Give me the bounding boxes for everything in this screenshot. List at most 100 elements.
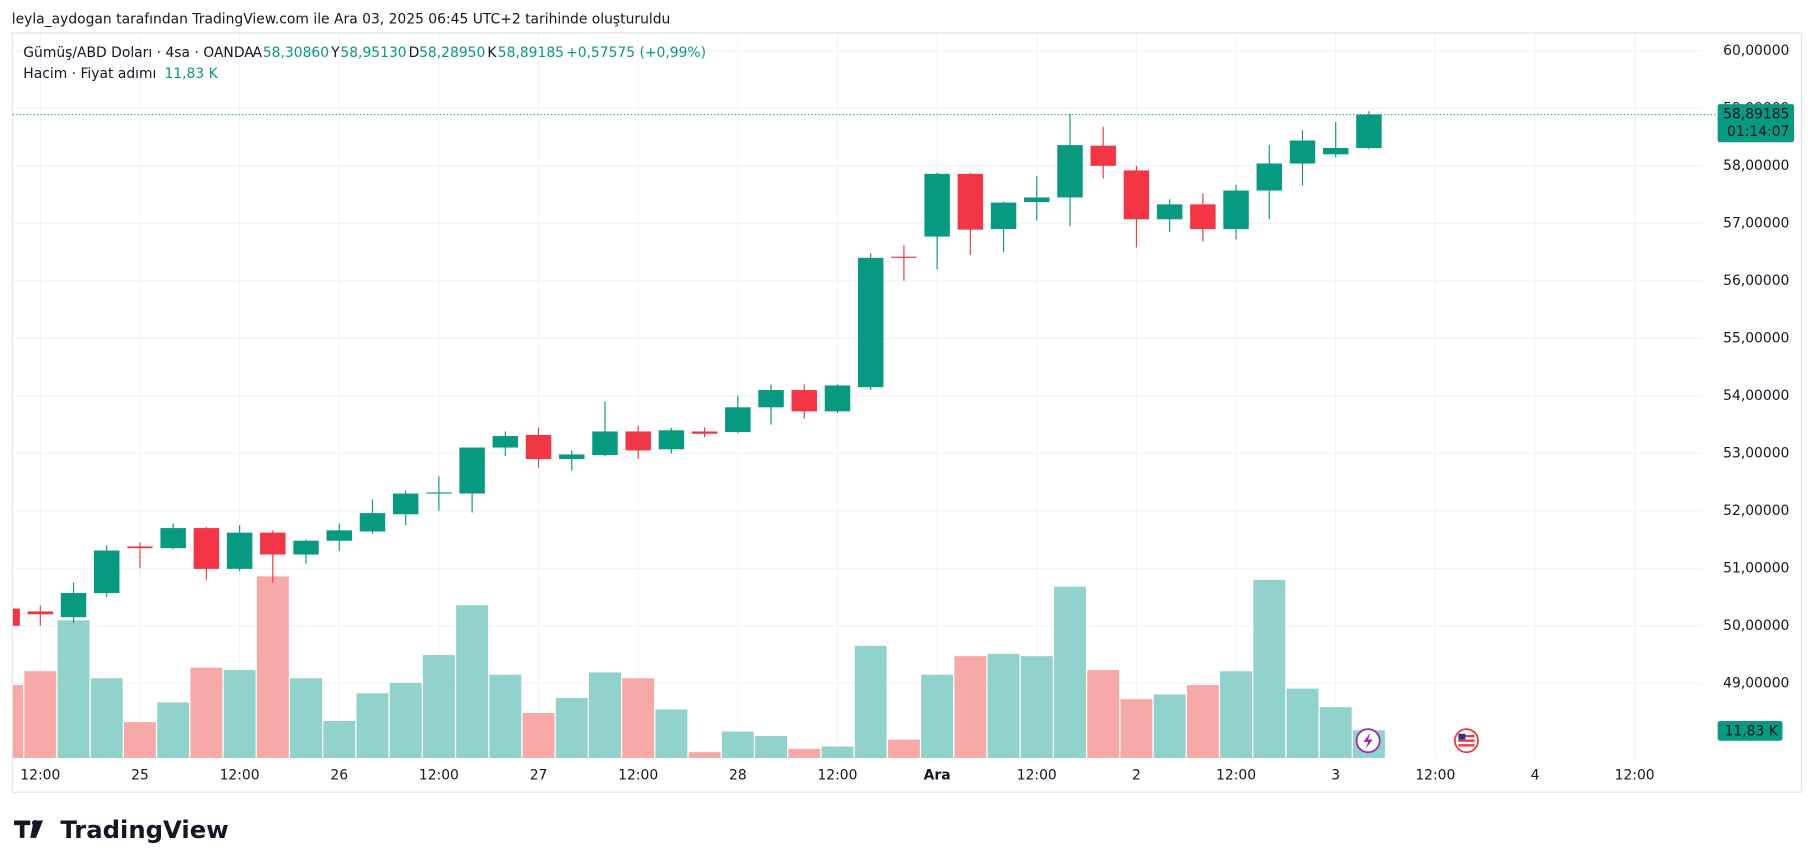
logo-mark: [14, 820, 43, 838]
candle-body: [1190, 204, 1216, 230]
countdown: 01:14:07: [1727, 124, 1789, 140]
volume-bar: [555, 697, 588, 759]
candle-body: [426, 492, 452, 494]
x-tick-label: 12:00: [817, 767, 857, 783]
x-tick-label: 12:00: [20, 767, 60, 783]
candle-body: [1024, 197, 1050, 203]
x-tick-label: 25: [131, 767, 149, 783]
volume-value: 11,83 K: [164, 66, 218, 82]
candle-body: [1123, 170, 1150, 220]
volume-bar: [24, 671, 57, 759]
volume-bar: [1286, 688, 1319, 759]
candle-body: [1256, 163, 1283, 191]
candle-body: [1322, 147, 1349, 155]
volume-bar: [755, 735, 788, 759]
flag-stripe: [1458, 739, 1475, 742]
candle-body: [824, 385, 851, 412]
volume-bar: [356, 693, 389, 759]
candle-body: [359, 513, 386, 532]
volume-bar: [1120, 699, 1153, 759]
candle-body: [392, 493, 419, 515]
x-tick-label: 26: [330, 767, 348, 783]
candle-body: [260, 532, 286, 555]
volume-bar: [256, 576, 289, 759]
candle-body: [160, 528, 186, 549]
logo-text: TradingView: [60, 815, 228, 844]
candle-body: [525, 434, 552, 460]
x-tick-label: 12:00: [1615, 767, 1655, 783]
volume-bar: [422, 654, 455, 759]
candle-body: [857, 257, 884, 388]
volume-bar: [721, 731, 754, 759]
volume-bar: [489, 674, 522, 759]
volume-bar: [157, 702, 190, 759]
x-tick-label: 12:00: [618, 767, 658, 783]
volume-bar: [90, 678, 123, 759]
candle-body: [990, 202, 1017, 230]
x-tick-label: 12:00: [1216, 767, 1256, 783]
candle-body: [127, 546, 153, 549]
volume-bar: [921, 674, 954, 759]
x-tick-label: 12:00: [220, 767, 260, 783]
candle-body: [94, 550, 120, 594]
candle-body: [12, 608, 20, 626]
legend: Gümüş/ABD Doları · 4sa · OANDA A 58,3086…: [23, 45, 706, 82]
candle-body: [1156, 204, 1183, 220]
volume-bar: [522, 712, 555, 759]
ohlc-key: Y: [330, 45, 340, 61]
grid: [12, 33, 1702, 759]
candle-body: [27, 611, 54, 615]
volume-pane: [12, 576, 1385, 759]
candle-body: [559, 454, 585, 460]
last-price-label: 58,89185: [1723, 107, 1789, 123]
volume-bar: [57, 620, 90, 759]
volume-bar: [987, 653, 1020, 759]
candle-body: [791, 390, 817, 412]
y-tick-label: 58,00000: [1723, 158, 1789, 174]
ohlc-key: D: [409, 45, 420, 61]
symbol: Gümüş/ABD Doları · 4sa · OANDA: [23, 45, 254, 61]
volume-bar: [788, 748, 821, 759]
candle-body: [625, 431, 651, 451]
volume-bar: [954, 656, 987, 759]
ohlc-value: 58,28950: [419, 45, 485, 61]
candle-body: [592, 431, 618, 456]
volume-bar: [1087, 670, 1120, 759]
volume-bar: [1319, 707, 1352, 759]
ohlc-value: 58,95130: [340, 45, 406, 61]
volume-bar: [887, 739, 920, 759]
chart-frame: [11, 32, 1803, 793]
volume-bar: [190, 667, 223, 759]
candle-body: [725, 407, 751, 433]
volume-bar: [12, 685, 24, 759]
event-icons: [1355, 728, 1479, 754]
volume-bar: [589, 672, 621, 759]
candle-body: [891, 256, 917, 258]
volume-bar: [1020, 656, 1053, 759]
volume-bar: [1220, 671, 1253, 759]
y-tick-label: 56,00000: [1723, 273, 1789, 289]
volume-bar: [854, 645, 887, 759]
volume-bar: [1253, 579, 1286, 759]
volume-bar: [1153, 694, 1186, 759]
candle-body: [492, 436, 519, 448]
candle-body: [658, 430, 685, 450]
volume-bar: [821, 746, 854, 759]
volume-bar: [1054, 586, 1086, 759]
last-price-box: [1717, 104, 1795, 143]
candle-body: [193, 528, 220, 569]
volume-bar: [223, 670, 256, 759]
x-tick-label: 2: [1132, 767, 1141, 783]
candle-body: [758, 390, 784, 408]
y-tick-label: 51,00000: [1723, 560, 1789, 576]
x-tick-label: 3: [1331, 767, 1340, 783]
volume-bar: [290, 678, 323, 759]
flag-stripe: [1458, 744, 1475, 747]
volume-bar: [622, 678, 655, 759]
volume-bar: [123, 722, 156, 759]
volume-bar: [1186, 685, 1219, 759]
candle-body: [924, 173, 950, 237]
x-tick-label: 12:00: [1017, 767, 1057, 783]
